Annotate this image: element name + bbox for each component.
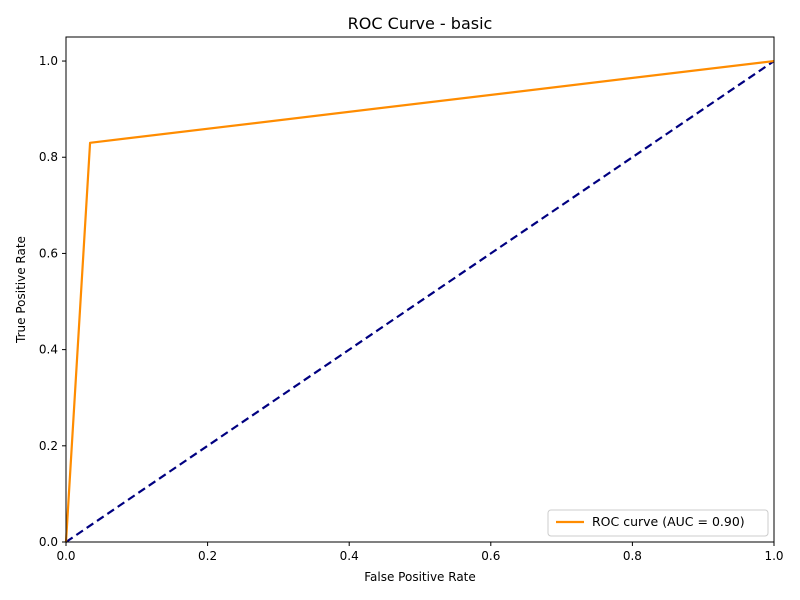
x-tick-label: 0.0 [56,549,75,563]
y-tick-label: 0.0 [39,535,58,549]
legend: ROC curve (AUC = 0.90) [547,509,769,537]
reference-diagonal-line [65,60,775,543]
y-tick-label: 1.0 [39,54,58,68]
y-tick-label: 0.8 [39,150,58,164]
x-tick-label: 0.6 [481,549,500,563]
series-layer [64,59,775,543]
legend-box [547,509,769,537]
x-axis-label: False Positive Rate [364,570,476,584]
x-tick-label: 0.2 [198,549,217,563]
ticks-layer: 0.0 0.2 0.4 0.6 0.8 1.0 0.0 0.2 0.4 0.6 0.8 1.0 [39,54,784,563]
chart-title: ROC Curve - basic [348,14,493,33]
x-tick-label: 0.4 [340,549,359,563]
axes-frame [65,36,775,543]
y-axis-label: True Positive Rate [14,236,28,344]
x-tick-label: 0.8 [623,549,642,563]
roc-curve-line [64,59,775,543]
y-tick-label: 0.2 [39,439,58,453]
y-tick-label: 0.4 [39,343,58,357]
x-tick-label: 1.0 [764,549,783,563]
y-tick-label: 0.6 [39,246,58,260]
legend-entry-label: ROC curve (AUC = 0.90) [592,514,745,529]
